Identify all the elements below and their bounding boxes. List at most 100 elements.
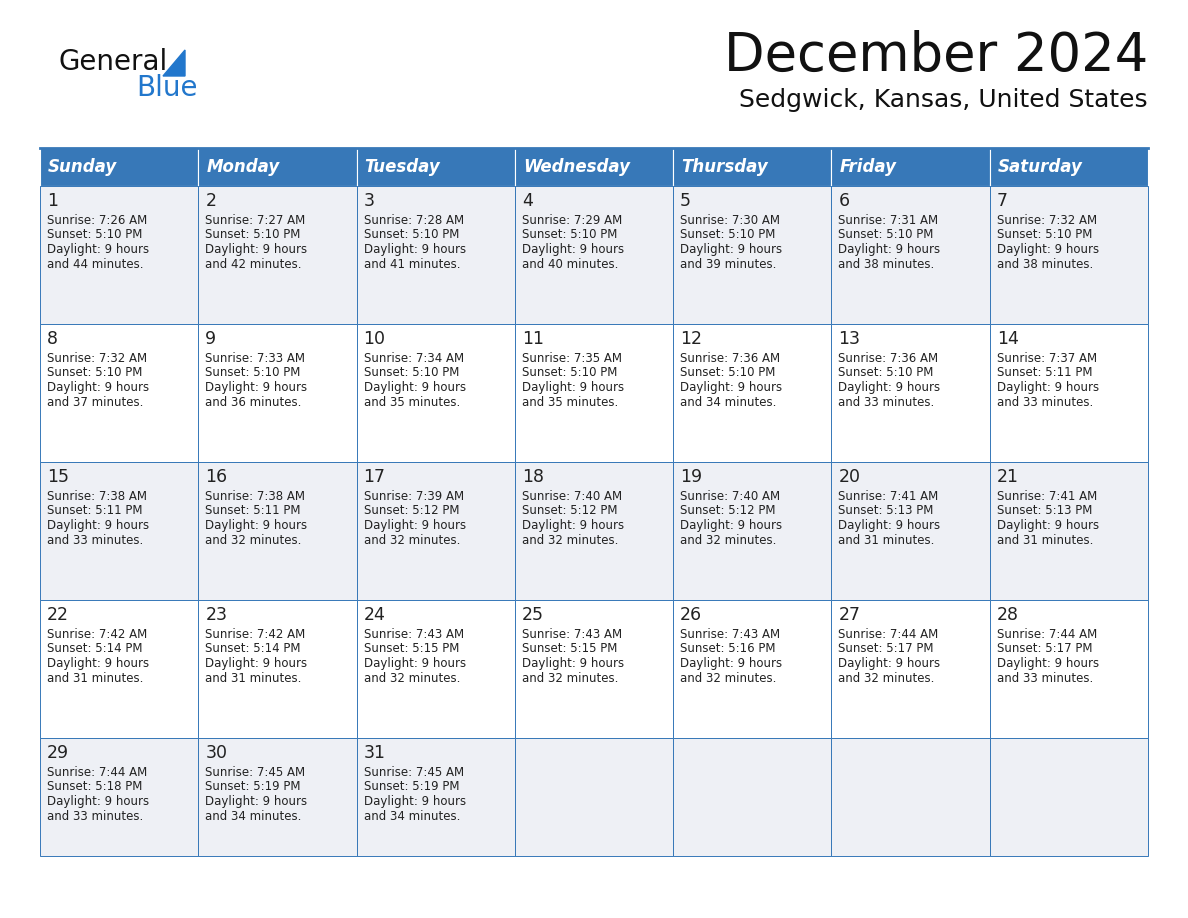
Bar <box>990 738 1148 856</box>
Text: and 38 minutes.: and 38 minutes. <box>839 258 935 271</box>
Text: Daylight: 9 hours: Daylight: 9 hours <box>206 381 308 394</box>
Text: Daylight: 9 hours: Daylight: 9 hours <box>997 381 1099 394</box>
Bar <box>198 148 356 186</box>
Text: Sunrise: 7:42 AM: Sunrise: 7:42 AM <box>48 628 147 641</box>
Text: Daylight: 9 hours: Daylight: 9 hours <box>522 657 624 670</box>
Text: and 40 minutes.: and 40 minutes. <box>522 258 618 271</box>
Text: Daylight: 9 hours: Daylight: 9 hours <box>48 243 150 256</box>
Text: Daylight: 9 hours: Daylight: 9 hours <box>48 795 150 808</box>
Text: Daylight: 9 hours: Daylight: 9 hours <box>364 381 466 394</box>
Text: 25: 25 <box>522 606 544 624</box>
Text: Sedgwick, Kansas, United States: Sedgwick, Kansas, United States <box>739 88 1148 112</box>
Text: 19: 19 <box>681 468 702 486</box>
Bar <box>514 738 674 856</box>
Text: and 34 minutes.: and 34 minutes. <box>206 810 302 823</box>
Text: Sunrise: 7:43 AM: Sunrise: 7:43 AM <box>681 628 781 641</box>
Text: Sunset: 5:10 PM: Sunset: 5:10 PM <box>522 366 618 379</box>
Text: and 31 minutes.: and 31 minutes. <box>206 671 302 685</box>
Text: Daylight: 9 hours: Daylight: 9 hours <box>997 243 1099 256</box>
Bar <box>514 148 674 186</box>
Text: and 39 minutes.: and 39 minutes. <box>681 258 777 271</box>
Text: Sunset: 5:10 PM: Sunset: 5:10 PM <box>839 229 934 241</box>
Bar <box>356 186 514 324</box>
Text: Sunrise: 7:30 AM: Sunrise: 7:30 AM <box>681 214 781 227</box>
Text: Sunrise: 7:32 AM: Sunrise: 7:32 AM <box>48 352 147 365</box>
Text: Daylight: 9 hours: Daylight: 9 hours <box>839 657 941 670</box>
Bar <box>832 324 990 462</box>
Polygon shape <box>163 50 185 76</box>
Bar <box>832 600 990 738</box>
Text: Sunrise: 7:44 AM: Sunrise: 7:44 AM <box>997 628 1097 641</box>
Text: Sunset: 5:14 PM: Sunset: 5:14 PM <box>48 643 143 655</box>
Bar <box>674 738 832 856</box>
Text: 20: 20 <box>839 468 860 486</box>
Text: Daylight: 9 hours: Daylight: 9 hours <box>522 243 624 256</box>
Text: and 31 minutes.: and 31 minutes. <box>839 533 935 546</box>
Bar <box>990 462 1148 600</box>
Text: and 37 minutes.: and 37 minutes. <box>48 396 144 409</box>
Text: 28: 28 <box>997 606 1019 624</box>
Text: Sunset: 5:10 PM: Sunset: 5:10 PM <box>997 229 1092 241</box>
Text: and 41 minutes.: and 41 minutes. <box>364 258 460 271</box>
Text: 17: 17 <box>364 468 386 486</box>
Text: 21: 21 <box>997 468 1019 486</box>
Bar <box>40 600 198 738</box>
Text: Daylight: 9 hours: Daylight: 9 hours <box>48 657 150 670</box>
Bar <box>40 186 198 324</box>
Text: and 33 minutes.: and 33 minutes. <box>48 810 144 823</box>
Text: 2: 2 <box>206 192 216 210</box>
Text: 10: 10 <box>364 330 386 348</box>
Text: Sunset: 5:17 PM: Sunset: 5:17 PM <box>839 643 934 655</box>
Text: 12: 12 <box>681 330 702 348</box>
Text: Sunrise: 7:35 AM: Sunrise: 7:35 AM <box>522 352 621 365</box>
Bar <box>356 148 514 186</box>
Text: 24: 24 <box>364 606 385 624</box>
Text: Sunrise: 7:43 AM: Sunrise: 7:43 AM <box>364 628 463 641</box>
Text: 31: 31 <box>364 744 386 762</box>
Text: and 32 minutes.: and 32 minutes. <box>681 671 777 685</box>
Text: Tuesday: Tuesday <box>365 158 441 176</box>
Text: Sunset: 5:10 PM: Sunset: 5:10 PM <box>681 366 776 379</box>
Text: 16: 16 <box>206 468 227 486</box>
Text: Sunrise: 7:41 AM: Sunrise: 7:41 AM <box>839 490 939 503</box>
Text: Daylight: 9 hours: Daylight: 9 hours <box>997 657 1099 670</box>
Text: Sunset: 5:15 PM: Sunset: 5:15 PM <box>364 643 459 655</box>
Text: Sunset: 5:12 PM: Sunset: 5:12 PM <box>522 505 618 518</box>
Text: Sunrise: 7:44 AM: Sunrise: 7:44 AM <box>48 766 147 779</box>
Text: Sunset: 5:17 PM: Sunset: 5:17 PM <box>997 643 1092 655</box>
Text: 13: 13 <box>839 330 860 348</box>
Text: Sunrise: 7:28 AM: Sunrise: 7:28 AM <box>364 214 463 227</box>
Text: and 32 minutes.: and 32 minutes. <box>522 671 618 685</box>
Text: Sunrise: 7:43 AM: Sunrise: 7:43 AM <box>522 628 623 641</box>
Text: Sunday: Sunday <box>48 158 118 176</box>
Bar <box>514 600 674 738</box>
Text: Sunrise: 7:37 AM: Sunrise: 7:37 AM <box>997 352 1097 365</box>
Text: 23: 23 <box>206 606 227 624</box>
Text: 18: 18 <box>522 468 544 486</box>
Text: Sunset: 5:10 PM: Sunset: 5:10 PM <box>48 229 143 241</box>
Text: Sunset: 5:18 PM: Sunset: 5:18 PM <box>48 780 143 793</box>
Text: and 36 minutes.: and 36 minutes. <box>206 396 302 409</box>
Bar <box>514 186 674 324</box>
Text: Sunset: 5:14 PM: Sunset: 5:14 PM <box>206 643 301 655</box>
Bar <box>356 324 514 462</box>
Bar <box>198 738 356 856</box>
Text: Daylight: 9 hours: Daylight: 9 hours <box>681 381 782 394</box>
Bar <box>674 148 832 186</box>
Text: and 38 minutes.: and 38 minutes. <box>997 258 1093 271</box>
Text: Daylight: 9 hours: Daylight: 9 hours <box>997 519 1099 532</box>
Text: and 33 minutes.: and 33 minutes. <box>48 533 144 546</box>
Text: 15: 15 <box>48 468 69 486</box>
Text: Daylight: 9 hours: Daylight: 9 hours <box>364 519 466 532</box>
Text: Sunrise: 7:34 AM: Sunrise: 7:34 AM <box>364 352 463 365</box>
Bar <box>356 738 514 856</box>
Text: 11: 11 <box>522 330 544 348</box>
Bar <box>198 462 356 600</box>
Text: Wednesday: Wednesday <box>523 158 630 176</box>
Text: 5: 5 <box>681 192 691 210</box>
Text: Sunrise: 7:40 AM: Sunrise: 7:40 AM <box>522 490 623 503</box>
Text: 14: 14 <box>997 330 1018 348</box>
Text: 29: 29 <box>48 744 69 762</box>
Bar <box>40 462 198 600</box>
Text: and 44 minutes.: and 44 minutes. <box>48 258 144 271</box>
